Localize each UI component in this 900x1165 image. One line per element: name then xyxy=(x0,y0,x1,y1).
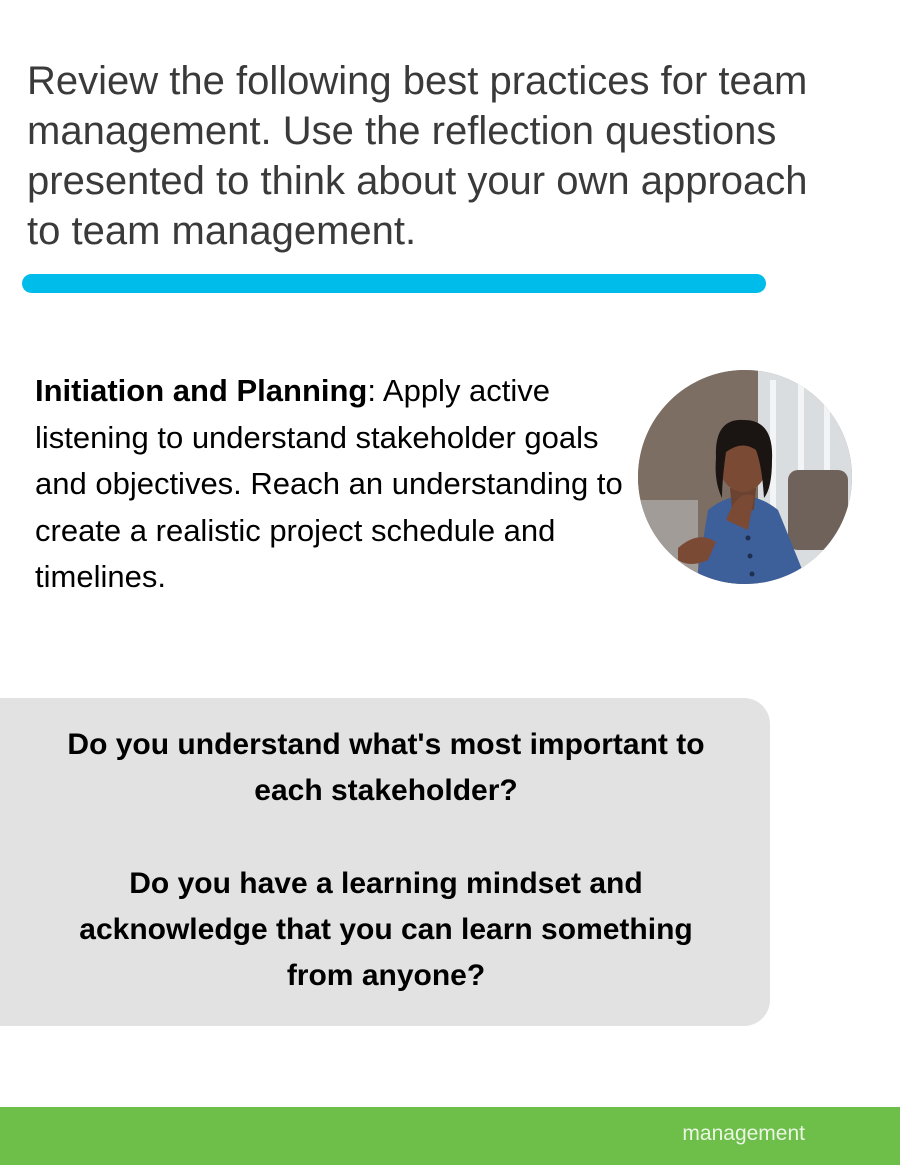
reflection-panel: Do you understand what's most important … xyxy=(0,698,770,1026)
person-photo xyxy=(638,370,852,584)
section-separator: : xyxy=(367,373,376,408)
footer-label: management xyxy=(682,1122,805,1145)
reflection-question: Do you have a learning mindset and ackno… xyxy=(79,867,693,992)
section-body: Apply active listening to understand sta… xyxy=(35,373,623,594)
section-heading: Initiation and Planning xyxy=(35,373,368,408)
reflection-question: Do you understand what's most important … xyxy=(67,728,705,807)
footer-bar: management xyxy=(0,1107,900,1165)
intro-text: Review the following best practices for … xyxy=(27,59,808,253)
section-paragraph: Initiation and Planning: Apply active li… xyxy=(35,368,625,601)
person-photo-illustration xyxy=(638,370,852,584)
accent-divider xyxy=(22,274,766,293)
